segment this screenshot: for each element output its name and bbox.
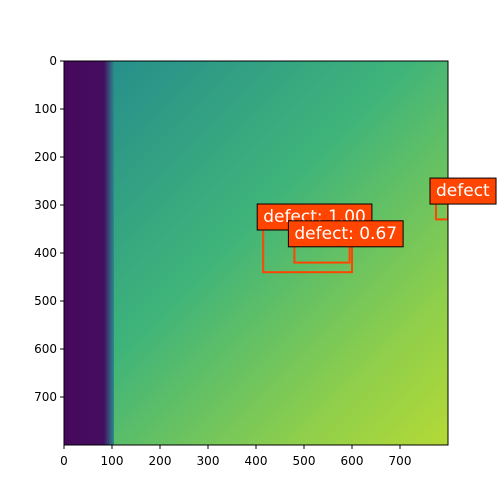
box-label-text: defect [436, 181, 490, 201]
y-tick-label: 200 [34, 150, 57, 164]
x-tick-label: 500 [293, 454, 316, 468]
image-dark-band [64, 61, 114, 445]
y-tick-label: 600 [34, 342, 57, 356]
box-label: defect [429, 177, 497, 205]
x-tick-label: 400 [245, 454, 268, 468]
box-label-text: defect: 0.67 [294, 224, 397, 244]
y-tick-label: 500 [34, 294, 57, 308]
y-tick-label: 100 [34, 102, 57, 116]
x-tick-label: 600 [341, 454, 364, 468]
x-tick-label: 200 [149, 454, 172, 468]
x-tick-label: 300 [197, 454, 220, 468]
image [64, 61, 448, 445]
y-tick-label: 400 [34, 246, 57, 260]
y-tick-label: 700 [34, 390, 57, 404]
box-label-background [429, 177, 497, 205]
ticks: 0 100 200 300 400 500 600 700 0 100 200 300 400 500 60… [34, 54, 411, 468]
x-tick-label: 700 [389, 454, 412, 468]
x-tick-label: 100 [101, 454, 124, 468]
y-tick-label: 300 [34, 198, 57, 212]
y-tick-label: 0 [49, 54, 57, 68]
box-label-background [287, 220, 404, 248]
x-tick-label: 0 [60, 454, 68, 468]
box-label: defect: 0.67 [287, 220, 404, 248]
image-field [64, 61, 448, 445]
